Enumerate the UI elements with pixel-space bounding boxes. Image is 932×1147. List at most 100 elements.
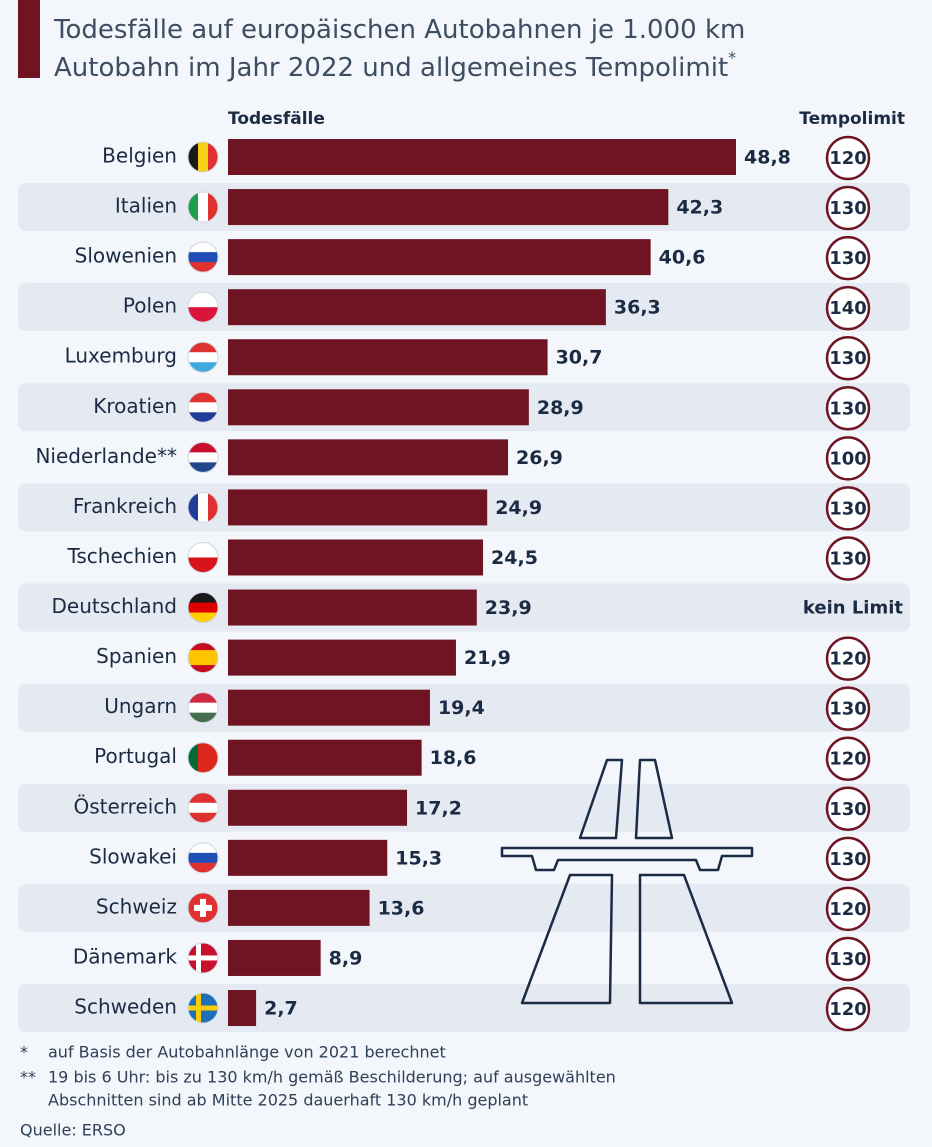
flag-stripe: [188, 702, 218, 714]
flag-stripe: [198, 142, 209, 172]
flag-stripe: [208, 492, 218, 523]
flag: [188, 892, 218, 923]
limit-label: 120: [829, 999, 867, 1020]
flag: [188, 542, 218, 573]
limit-label: 140: [829, 298, 867, 319]
limit-sign: [825, 536, 871, 581]
flag-stripe: [188, 665, 218, 673]
limit-label: 130: [829, 248, 867, 269]
category-label: Kroatien: [93, 394, 177, 418]
bar: [228, 639, 456, 676]
chart-title: Todesfälle auf europäischen Autobahnen j…: [53, 15, 745, 45]
footnote: 19 bis 6 Uhr: bis zu 130 km/h gemäß Besc…: [48, 1068, 616, 1087]
flag: [188, 642, 218, 673]
flag-border: [187, 141, 219, 173]
flag-stripe: [208, 742, 218, 773]
flag-border: [187, 592, 219, 624]
flag-stripe: [188, 742, 199, 773]
limit-sign: [825, 986, 871, 1032]
flag-stripe: [188, 557, 218, 573]
category-label: Polen: [123, 294, 177, 318]
flag-border: [187, 441, 219, 473]
footnote: Abschnitten sind ab Mitte 2025 dauerhaft…: [48, 1091, 528, 1110]
value-label: 24,9: [495, 497, 542, 519]
value-label: 28,9: [537, 397, 584, 419]
category-label: Slowenien: [75, 244, 177, 268]
bar: [228, 239, 651, 276]
value-label: 30,7: [556, 347, 603, 369]
value-label: 15,3: [395, 847, 442, 869]
flag-stripe: [188, 650, 218, 659]
value-label: 18,6: [430, 747, 477, 769]
value-label: 21,9: [464, 647, 511, 669]
bar: [228, 589, 477, 626]
category-label: Portugal: [94, 744, 177, 768]
bar: [228, 539, 484, 576]
flag-stripe: [188, 642, 218, 651]
limit-label: 130: [829, 348, 867, 369]
flag-stripe: [198, 492, 209, 523]
bar: [228, 439, 509, 476]
flag: [188, 142, 218, 172]
flag-stripe: [188, 712, 218, 723]
flag-border: [187, 992, 219, 1024]
bar: [228, 339, 548, 376]
value-label: 40,6: [659, 247, 706, 269]
flag-border: [187, 241, 219, 273]
flag-stripe: [188, 602, 218, 614]
flag-stripe: [188, 142, 199, 172]
footnote: auf Basis der Autobahnlänge von 2021 ber…: [48, 1043, 446, 1062]
category-label: Dänemark: [73, 944, 178, 968]
limit-sign: [825, 736, 871, 781]
flag-border: [187, 491, 219, 523]
category-label: Belgien: [102, 144, 177, 168]
flag-stripe: [188, 542, 218, 558]
flag-border: [187, 541, 219, 573]
category-label: Italien: [115, 194, 177, 218]
flag: [188, 942, 218, 973]
category-label: Schweiz: [96, 894, 177, 918]
limit-sign: [825, 636, 871, 681]
flag-stripe: [188, 192, 199, 223]
chart-title: Autobahn im Jahr 2022 und allgemeines Te…: [54, 48, 736, 83]
flag-stripe: [188, 692, 218, 704]
category-label: Slowakei: [89, 844, 177, 868]
bar: [228, 689, 430, 726]
flag-stripe: [188, 362, 218, 373]
flag-stripe: [208, 142, 218, 172]
title-line: Autobahn im Jahr 2022 und allgemeines Te…: [54, 53, 728, 83]
limit-label: 120: [829, 148, 867, 169]
flag-stripe: [188, 592, 218, 604]
flag: [188, 342, 218, 373]
flag: [188, 692, 218, 723]
limit-label: 120: [829, 749, 867, 770]
flag-stripe: [208, 192, 218, 223]
category-label: Niederlande**: [35, 444, 177, 468]
flag-stripe: [188, 442, 218, 453]
category-label: Ungarn: [104, 694, 177, 718]
flag-stripe: [188, 842, 218, 854]
bar: [228, 389, 529, 426]
flag-stripe: [188, 452, 218, 463]
title-line: Todesfälle auf europäischen Autobahnen j…: [53, 15, 745, 45]
flag-border: [187, 892, 219, 924]
bar: [228, 489, 488, 526]
highway-icon: [500, 758, 754, 1005]
bar: [228, 189, 669, 226]
limit-label: 130: [829, 198, 867, 219]
flag-border: [187, 742, 219, 774]
flag-cross: [194, 904, 212, 911]
bar: [228, 139, 736, 175]
limit-sign: [825, 285, 871, 331]
flag: [188, 742, 218, 773]
flag-stripe: [188, 342, 218, 353]
value-label: 13,6: [378, 897, 425, 919]
flag: [188, 192, 218, 223]
category-label: Deutschland: [52, 594, 178, 618]
limit-sign: [825, 786, 871, 832]
limit-label: 130: [829, 949, 867, 970]
flag-stripe: [198, 742, 209, 773]
flag-cross: [188, 1005, 218, 1011]
limit-label: 130: [829, 548, 867, 569]
flag: [188, 842, 218, 873]
